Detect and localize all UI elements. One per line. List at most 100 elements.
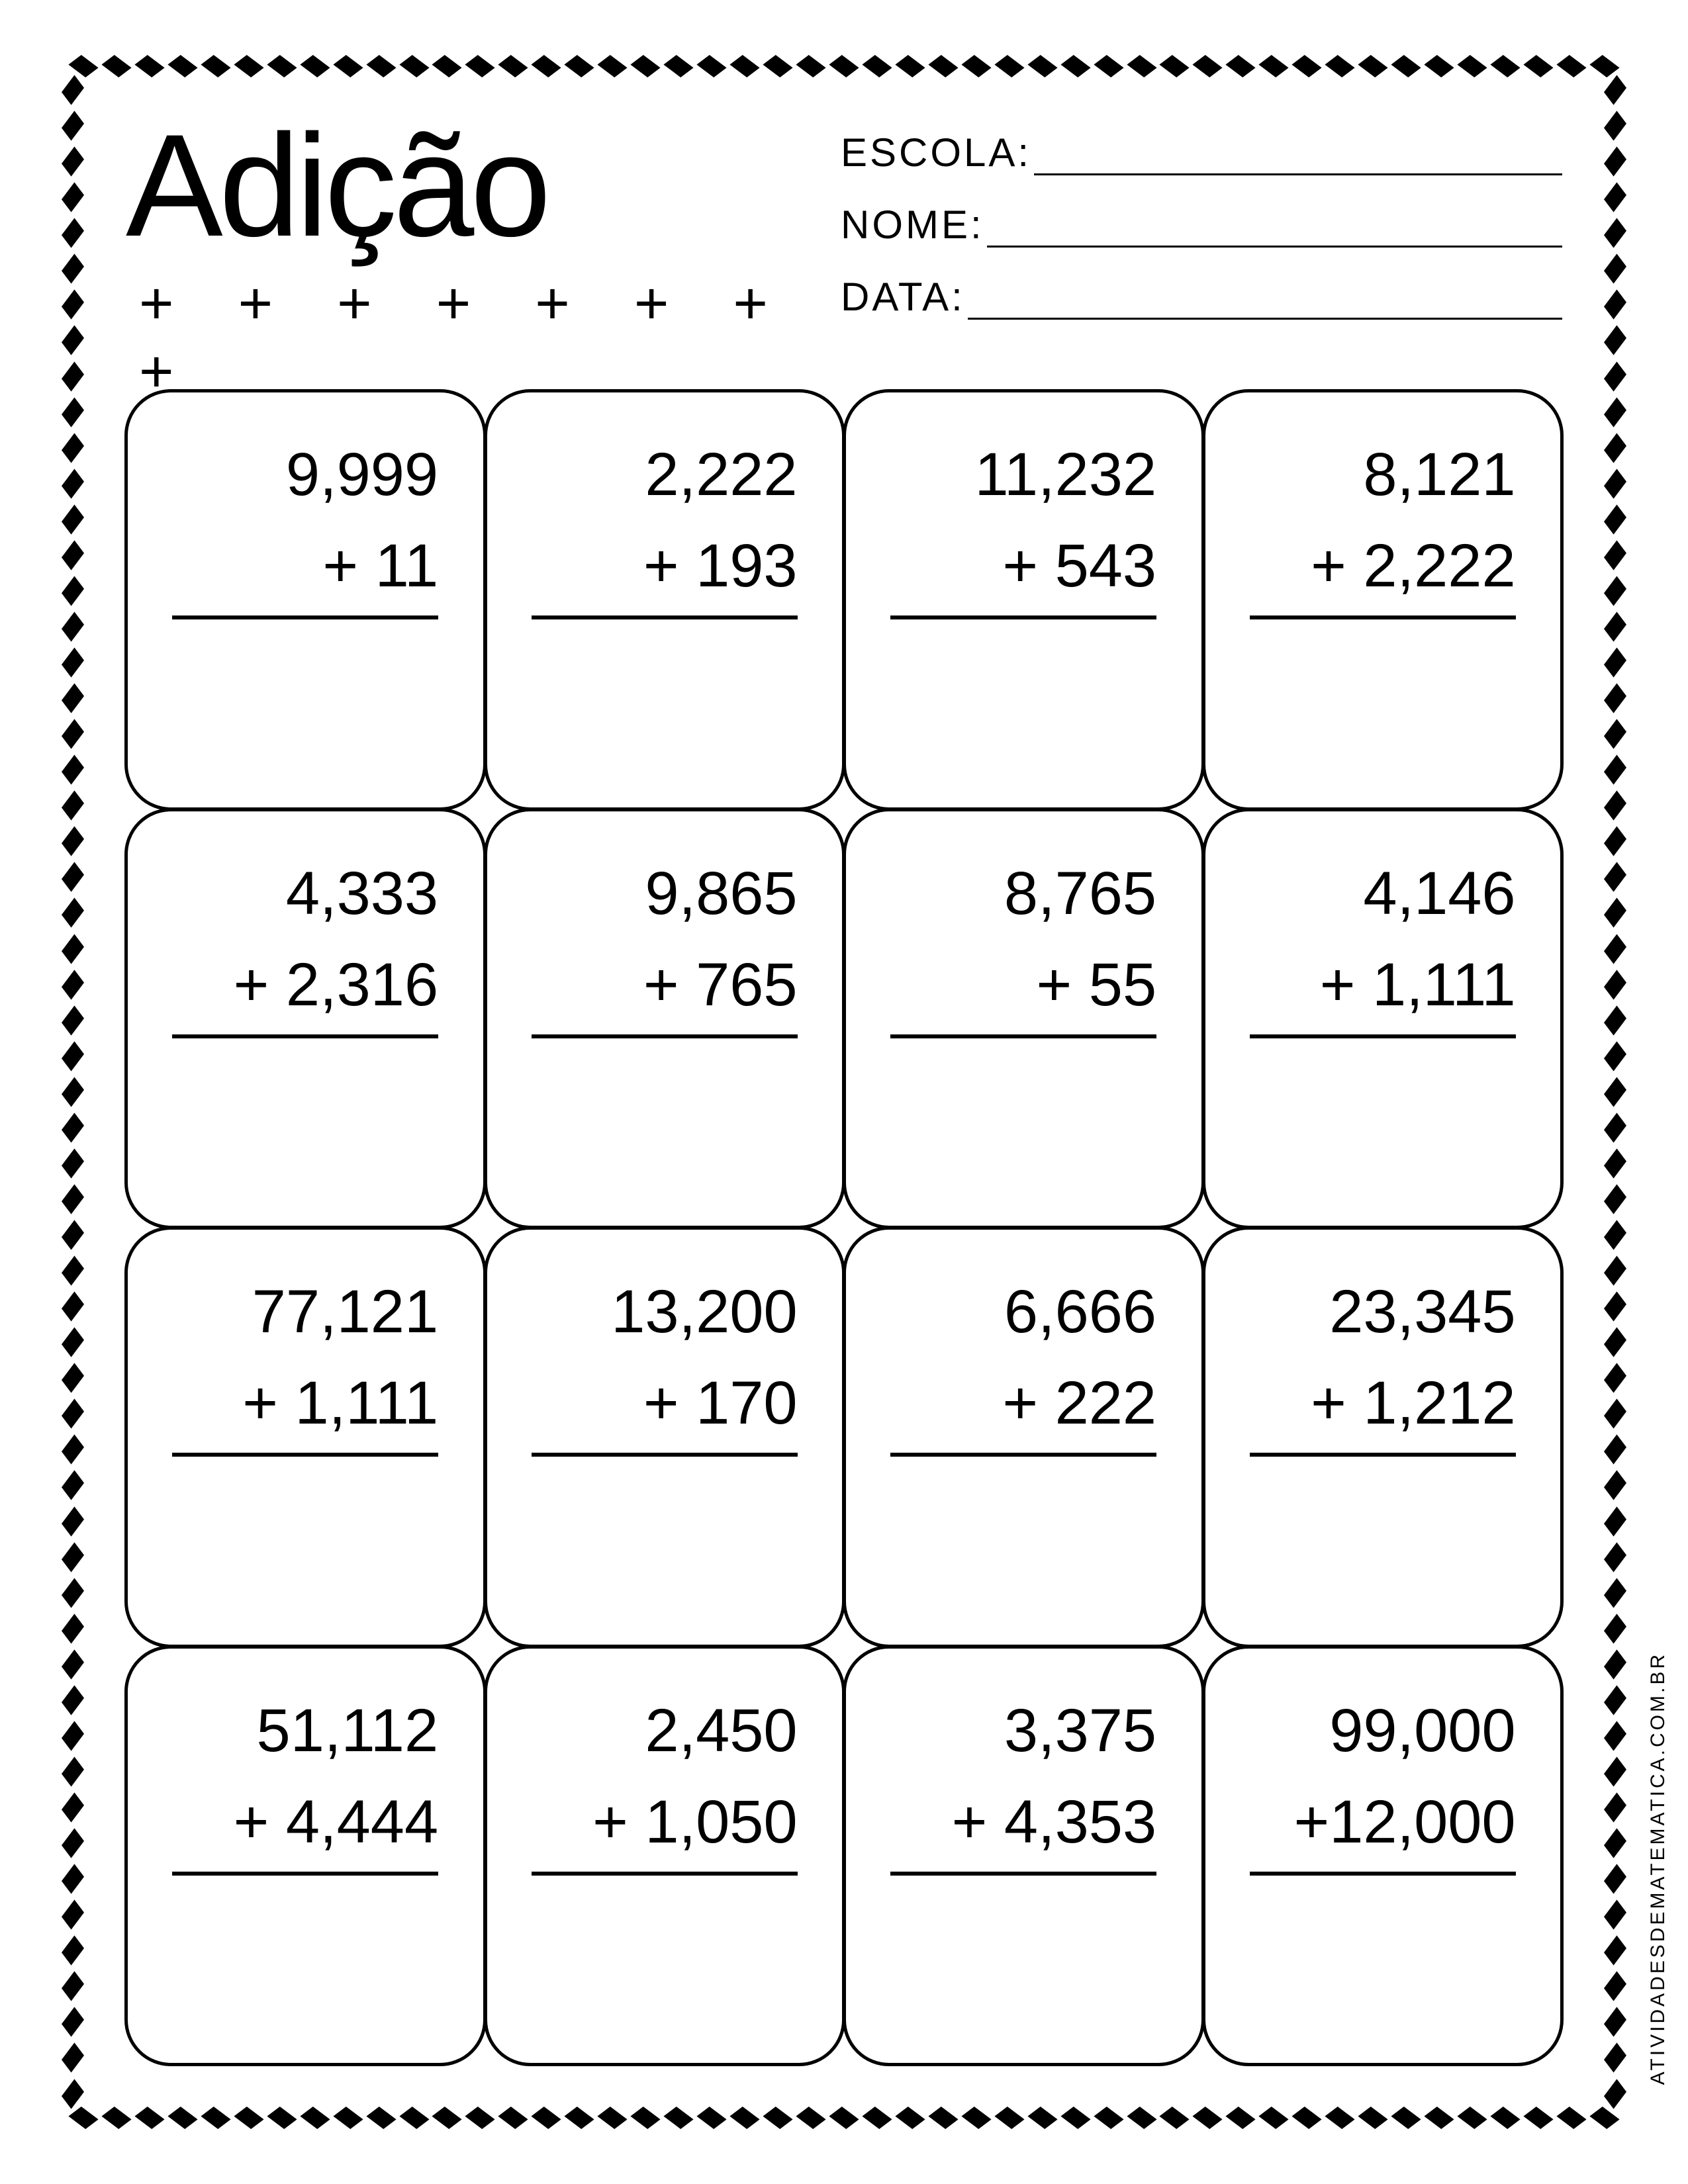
border-diamond xyxy=(1604,326,1626,355)
border-diamond xyxy=(62,1399,84,1429)
addend-bottom: + 2,222 xyxy=(1250,520,1516,619)
border-diamond xyxy=(432,2107,462,2129)
border-diamond xyxy=(62,1113,84,1142)
border-diamond xyxy=(101,55,131,77)
addend-bottom: + 4,444 xyxy=(172,1776,438,1876)
border-diamond xyxy=(1604,1113,1626,1142)
addition-problem: 13,200+ 170 xyxy=(532,1266,798,1457)
addend-top: 8,765 xyxy=(890,848,1156,939)
border-diamond xyxy=(1259,55,1289,77)
border-diamond xyxy=(1060,55,1090,77)
border-diamond xyxy=(1358,55,1388,77)
border-diamond xyxy=(1127,2107,1156,2129)
border-diamond xyxy=(101,2107,131,2129)
problem-cell: 4,333+ 2,316 xyxy=(124,808,487,1230)
border-diamond xyxy=(1604,1435,1626,1465)
border-diamond xyxy=(1604,397,1626,427)
border-diamond xyxy=(62,1184,84,1214)
border-diamond xyxy=(62,1900,84,1930)
border-diamond xyxy=(697,2107,727,2129)
border-diamond xyxy=(62,540,84,570)
info-field-blank[interactable] xyxy=(987,214,1562,248)
border-diamond xyxy=(1094,2107,1123,2129)
border-diamond xyxy=(1604,647,1626,677)
border-diamond xyxy=(62,397,84,427)
border-diamond xyxy=(829,2107,859,2129)
border-diamond xyxy=(1160,55,1190,77)
border-diamond xyxy=(62,183,84,212)
border-diamond xyxy=(729,2107,759,2129)
border-diamond xyxy=(664,55,694,77)
border-diamond xyxy=(432,55,462,77)
border-diamond xyxy=(862,55,892,77)
border-diamond xyxy=(1556,55,1586,77)
border-diamond xyxy=(62,1435,84,1465)
addend-top: 9,865 xyxy=(532,848,798,939)
border-diamond xyxy=(62,970,84,999)
border-diamond xyxy=(62,791,84,821)
addition-problem: 2,222+ 193 xyxy=(532,429,798,619)
problem-cell: 99,000+12,000 xyxy=(1202,1645,1564,2067)
border-diamond xyxy=(1094,55,1123,77)
addend-top: 51,112 xyxy=(172,1685,438,1776)
addend-bottom: + 55 xyxy=(890,939,1156,1038)
addend-bottom: + 193 xyxy=(532,520,798,619)
addend-top: 8,121 xyxy=(1250,429,1516,520)
info-field-blank[interactable] xyxy=(1034,142,1562,175)
border-diamond xyxy=(201,2107,230,2129)
worksheet-page: Adição + + + + + + + + ESCOLA:NOME:DATA:… xyxy=(0,0,1688,2184)
addend-bottom: +12,000 xyxy=(1250,1776,1516,1876)
addend-top: 11,232 xyxy=(890,429,1156,520)
addend-top: 3,375 xyxy=(890,1685,1156,1776)
border-diamond xyxy=(62,1542,84,1572)
border-diamond xyxy=(1259,2107,1289,2129)
border-diamond xyxy=(895,2107,925,2129)
border-diamond xyxy=(68,55,98,77)
addend-top: 4,333 xyxy=(172,848,438,939)
border-diamond xyxy=(1604,469,1626,498)
border-diamond xyxy=(1604,1292,1626,1322)
border-diamond xyxy=(1604,218,1626,248)
problem-cell: 2,450+ 1,050 xyxy=(484,1645,846,2067)
border-diamond xyxy=(1604,1756,1626,1786)
border-diamond xyxy=(1604,540,1626,570)
border-diamond xyxy=(994,2107,1024,2129)
border-diamond xyxy=(631,2107,661,2129)
border-diamond xyxy=(664,2107,694,2129)
addition-problem: 99,000+12,000 xyxy=(1250,1685,1516,1876)
info-field-blank[interactable] xyxy=(968,287,1562,320)
addition-problem: 9,999+ 11 xyxy=(172,429,438,619)
border-diamond xyxy=(1604,1649,1626,1679)
addend-bottom: + 765 xyxy=(532,939,798,1038)
border-diamond xyxy=(1604,1077,1626,1107)
border-diamond xyxy=(1604,1041,1626,1071)
border-diamond xyxy=(167,2107,197,2129)
border-diamond xyxy=(631,55,661,77)
border-diamond xyxy=(1604,719,1626,749)
border-diamond xyxy=(62,1471,84,1500)
border-diamond xyxy=(1604,1900,1626,1930)
info-field-label: ESCOLA: xyxy=(841,130,1031,175)
title-block: Adição + + + + + + + + xyxy=(126,113,801,406)
addition-problem: 6,666+ 222 xyxy=(890,1266,1156,1457)
border-diamond xyxy=(62,683,84,713)
border-diamond xyxy=(498,2107,528,2129)
border-diamond xyxy=(829,55,859,77)
border-diamond xyxy=(895,55,925,77)
border-diamond xyxy=(62,469,84,498)
border-diamond xyxy=(1604,1220,1626,1250)
problem-cell: 2,222+ 193 xyxy=(484,389,846,811)
addend-top: 99,000 xyxy=(1250,1685,1516,1776)
border-diamond xyxy=(366,2107,396,2129)
addend-bottom: + 1,111 xyxy=(172,1357,438,1457)
border-diamond xyxy=(62,1220,84,1250)
border-diamond xyxy=(1193,2107,1223,2129)
border-diamond xyxy=(68,2107,98,2129)
border-diamond xyxy=(763,2107,792,2129)
border-diamond xyxy=(1060,2107,1090,2129)
border-diamond xyxy=(928,55,958,77)
border-diamond xyxy=(62,1685,84,1715)
border-left xyxy=(60,79,86,2105)
border-diamond xyxy=(697,55,727,77)
info-field-row: ESCOLA: xyxy=(841,130,1562,175)
